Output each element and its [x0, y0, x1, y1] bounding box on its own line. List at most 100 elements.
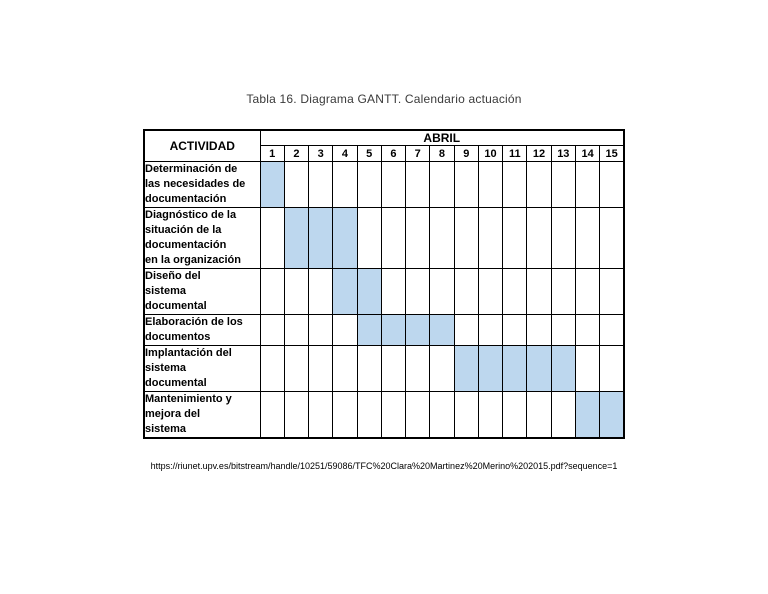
- empty-day-cell: [453, 391, 479, 439]
- empty-day-cell: [526, 268, 552, 315]
- empty-day-cell: [308, 314, 334, 346]
- empty-day-cell: [526, 314, 552, 346]
- day-header-6: 6: [380, 145, 407, 162]
- empty-day-cell: [574, 207, 601, 269]
- month-header: ABRIL: [259, 129, 625, 146]
- gantt-row: Elaboración de los documentos: [143, 314, 625, 346]
- empty-day-cell: [380, 391, 407, 439]
- gantt-row: Diseño del sistema documental: [143, 268, 625, 315]
- empty-day-cell: [332, 314, 358, 346]
- gantt-row: Implantación del sistema documental: [143, 345, 625, 392]
- empty-day-cell: [574, 268, 601, 315]
- empty-day-cell: [283, 161, 310, 208]
- gantt-row: Mantenimiento y mejora del sistema: [143, 391, 625, 439]
- empty-day-cell: [332, 345, 358, 392]
- gantt-bar-cell: [356, 268, 382, 315]
- activity-label: Determinación de las necesidades de docu…: [143, 161, 261, 208]
- empty-day-cell: [380, 207, 407, 269]
- activity-label: Mantenimiento y mejora del sistema: [143, 391, 261, 439]
- empty-day-cell: [574, 161, 601, 208]
- empty-day-cell: [526, 207, 552, 269]
- empty-day-cell: [550, 314, 576, 346]
- empty-day-cell: [356, 391, 382, 439]
- empty-day-cell: [599, 345, 625, 392]
- day-header-5: 5: [356, 145, 382, 162]
- empty-day-cell: [405, 268, 431, 315]
- empty-day-cell: [526, 161, 552, 208]
- gantt-bar-cell: [599, 391, 625, 439]
- empty-day-cell: [429, 345, 455, 392]
- empty-day-cell: [356, 345, 382, 392]
- empty-day-cell: [332, 161, 358, 208]
- empty-day-cell: [380, 268, 407, 315]
- day-header-9: 9: [453, 145, 479, 162]
- day-header-14: 14: [574, 145, 601, 162]
- gantt-row: Determinación de las necesidades de docu…: [143, 161, 625, 208]
- empty-day-cell: [405, 391, 431, 439]
- day-header-11: 11: [502, 145, 528, 162]
- empty-day-cell: [477, 161, 504, 208]
- empty-day-cell: [308, 161, 334, 208]
- empty-day-cell: [599, 207, 625, 269]
- empty-day-cell: [477, 207, 504, 269]
- gantt-row: Diagnóstico de la situación de la docume…: [143, 207, 625, 269]
- day-header-13: 13: [550, 145, 576, 162]
- empty-day-cell: [259, 345, 285, 392]
- gantt-bar-cell: [332, 207, 358, 269]
- empty-day-cell: [502, 314, 528, 346]
- activity-label: Diseño del sistema documental: [143, 268, 261, 315]
- empty-day-cell: [453, 314, 479, 346]
- gantt-bar-cell: [453, 345, 479, 392]
- empty-day-cell: [550, 391, 576, 439]
- gantt-bar-cell: [380, 314, 407, 346]
- empty-day-cell: [453, 268, 479, 315]
- empty-day-cell: [502, 268, 528, 315]
- empty-day-cell: [550, 268, 576, 315]
- empty-day-cell: [453, 161, 479, 208]
- gantt-bar-cell: [332, 268, 358, 315]
- day-header-8: 8: [429, 145, 455, 162]
- empty-day-cell: [380, 345, 407, 392]
- day-header-15: 15: [599, 145, 625, 162]
- empty-day-cell: [599, 314, 625, 346]
- activity-label: Diagnóstico de la situación de la docume…: [143, 207, 261, 269]
- empty-day-cell: [502, 161, 528, 208]
- day-header-7: 7: [405, 145, 431, 162]
- activity-label: Implantación del sistema documental: [143, 345, 261, 392]
- empty-day-cell: [356, 207, 382, 269]
- empty-day-cell: [502, 207, 528, 269]
- gantt-bar-cell: [429, 314, 455, 346]
- month-header-row: ACTIVIDAD ABRIL: [143, 129, 625, 162]
- empty-day-cell: [259, 268, 285, 315]
- empty-day-cell: [502, 391, 528, 439]
- day-header-2: 2: [283, 145, 310, 162]
- source-url: https://riunet.upv.es/bitstream/handle/1…: [150, 461, 618, 471]
- empty-day-cell: [453, 207, 479, 269]
- empty-day-cell: [550, 207, 576, 269]
- empty-day-cell: [283, 345, 310, 392]
- day-header-10: 10: [477, 145, 504, 162]
- activity-column-header: ACTIVIDAD: [143, 129, 261, 162]
- empty-day-cell: [283, 268, 310, 315]
- gantt-bar-cell: [259, 161, 285, 208]
- empty-day-cell: [550, 161, 576, 208]
- empty-day-cell: [599, 268, 625, 315]
- gantt-bar-cell: [405, 314, 431, 346]
- gantt-bar-cell: [574, 391, 601, 439]
- empty-day-cell: [477, 391, 504, 439]
- day-header-12: 12: [526, 145, 552, 162]
- gantt-bar-cell: [283, 207, 310, 269]
- empty-day-cell: [308, 391, 334, 439]
- empty-day-cell: [574, 314, 601, 346]
- empty-day-cell: [429, 268, 455, 315]
- empty-day-cell: [405, 161, 431, 208]
- empty-day-cell: [283, 391, 310, 439]
- empty-day-cell: [405, 207, 431, 269]
- day-header-4: 4: [332, 145, 358, 162]
- table-caption: Tabla 16. Diagrama GANTT. Calendario act…: [246, 92, 522, 106]
- empty-day-cell: [332, 391, 358, 439]
- empty-day-cell: [259, 207, 285, 269]
- gantt-bar-cell: [308, 207, 334, 269]
- gantt-table-header: ACTIVIDAD ABRIL 1 2 3 4 5 6 7 8 9 10 11 12 13 14 15: [143, 129, 625, 162]
